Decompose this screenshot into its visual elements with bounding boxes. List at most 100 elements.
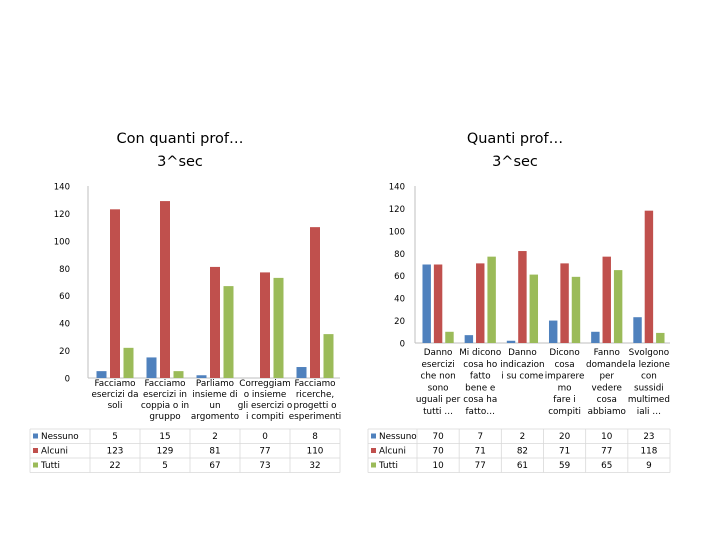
y-tick-label: 100 (389, 227, 405, 237)
table-value: 71 (559, 447, 570, 457)
bar-tutti (530, 275, 538, 343)
bar-alcuni (645, 211, 653, 343)
table-value: 32 (309, 461, 320, 471)
bar-alcuni (260, 272, 270, 378)
bar-tutti (614, 270, 622, 343)
table-value: 70 (432, 432, 444, 442)
table-value: 20 (559, 432, 571, 442)
bar-alcuni (560, 263, 568, 343)
table-value: 10 (601, 432, 613, 442)
chart-title-line: 3^sec (492, 154, 538, 170)
y-tick-label: 20 (394, 317, 405, 327)
table-value: 2 (520, 432, 526, 442)
table-value: 5 (162, 461, 168, 471)
chart-1: Con quanti prof…3^sec020406080100120140F… (30, 131, 341, 473)
chart-title-line: 3^sec (157, 154, 203, 170)
bar-nessuno (297, 367, 307, 378)
legend-label-tutti: Tutti (40, 461, 60, 471)
y-tick-label: 80 (394, 250, 405, 260)
y-tick-label: 140 (389, 183, 405, 193)
bar-tutti (487, 257, 495, 343)
y-tick-label: 0 (65, 375, 70, 385)
bar-tutti (274, 278, 284, 378)
legend-swatch-alcuni (33, 448, 38, 453)
table-value: 15 (159, 432, 170, 442)
table-value: 77 (601, 447, 612, 457)
y-tick-label: 80 (59, 265, 70, 275)
table-value: 9 (646, 461, 652, 471)
bar-tutti (324, 334, 334, 378)
table-value: 65 (601, 461, 612, 471)
table-value: 59 (559, 461, 570, 471)
table-value: 23 (643, 432, 654, 442)
bar-nessuno (549, 321, 557, 343)
chart-2: Quanti prof…3^sec020406080100120140Danno… (368, 131, 670, 473)
legend-swatch-tutti (371, 463, 376, 468)
table-value: 22 (109, 461, 120, 471)
bar-alcuni (476, 263, 484, 343)
bar-tutti (174, 371, 184, 378)
y-tick-label: 20 (59, 347, 70, 357)
y-tick-label: 40 (394, 295, 405, 305)
bar-nessuno (97, 371, 107, 378)
legend-swatch-alcuni (371, 448, 376, 453)
table-value: 77 (259, 447, 270, 457)
legend-label-nessuno: Nessuno (41, 432, 79, 442)
legend-label-tutti: Tutti (378, 461, 398, 471)
bar-nessuno (633, 317, 641, 343)
table-value: 81 (209, 447, 220, 457)
y-tick-label: 60 (394, 272, 405, 282)
bar-tutti (124, 348, 134, 378)
table-value: 10 (432, 461, 444, 471)
bar-tutti (572, 277, 580, 343)
bar-alcuni (603, 257, 611, 343)
bar-tutti (445, 332, 453, 343)
bar-alcuni (160, 201, 170, 378)
table-value: 73 (259, 461, 270, 471)
table-value: 70 (432, 447, 444, 457)
bar-alcuni (110, 209, 120, 378)
chart-title-line: Quanti prof… (467, 131, 563, 147)
table-value: 2 (212, 432, 218, 442)
table-value: 110 (307, 447, 324, 457)
y-tick-label: 100 (54, 237, 70, 247)
y-tick-label: 120 (54, 210, 70, 220)
bar-nessuno (591, 332, 599, 343)
legend-label-alcuni: Alcuni (41, 447, 68, 457)
bar-nessuno (465, 335, 473, 343)
table-value: 8 (312, 432, 318, 442)
table-value: 82 (517, 447, 528, 457)
legend-swatch-tutti (33, 463, 38, 468)
legend-label-alcuni: Alcuni (379, 447, 406, 457)
legend-label-nessuno: Nessuno (379, 432, 417, 442)
table-value: 123 (107, 447, 124, 457)
legend-swatch-nessuno (33, 434, 38, 439)
y-tick-label: 40 (59, 320, 70, 330)
bar-alcuni (210, 267, 220, 378)
table-value: 0 (262, 432, 268, 442)
table-value: 118 (641, 447, 658, 457)
legend-swatch-nessuno (371, 434, 376, 439)
y-tick-label: 0 (400, 340, 405, 350)
bar-nessuno (197, 375, 207, 378)
y-tick-label: 60 (59, 292, 70, 302)
table-value: 77 (475, 461, 486, 471)
table-value: 129 (157, 447, 174, 457)
bar-alcuni (310, 227, 320, 378)
table-value: 7 (477, 432, 483, 442)
y-tick-label: 140 (54, 183, 70, 193)
table-value: 71 (475, 447, 486, 457)
bar-alcuni (518, 251, 526, 343)
table-value: 67 (209, 461, 220, 471)
bar-nessuno (147, 357, 157, 378)
